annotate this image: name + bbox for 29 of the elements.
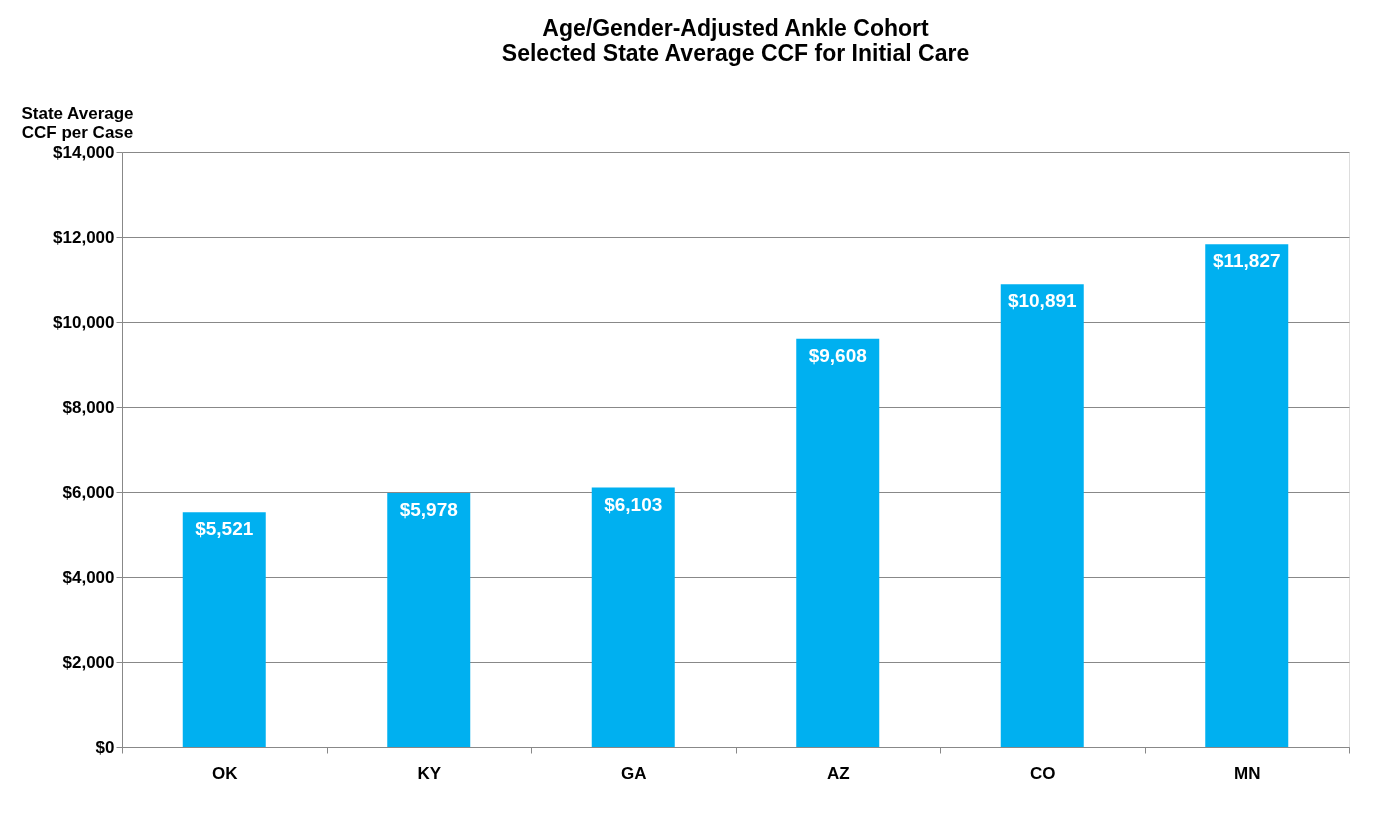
y-tick-label: $2,000: [62, 652, 115, 672]
bar: [796, 338, 880, 747]
y-tick-label: $6,000: [62, 482, 115, 502]
data-label: $10,891: [1007, 290, 1078, 312]
x-tick-label: GA: [621, 763, 647, 783]
data-label: $6,103: [604, 493, 663, 515]
x-tick-label: KY: [417, 763, 442, 783]
x-tick-label: OK: [212, 763, 239, 783]
bar: [591, 487, 675, 747]
y-axis-title: State Average CCF per Case: [21, 103, 134, 142]
y-tick-label: $14,000: [53, 142, 115, 162]
bar: [1205, 244, 1289, 747]
data-label: $9,608: [808, 344, 867, 366]
x-tick-label: MN: [1234, 763, 1261, 783]
text: Selected State Average CCF for Initial Care: [501, 40, 970, 66]
data-label: $5,978: [399, 498, 458, 520]
data-label: $5,521: [195, 518, 254, 540]
bar: [182, 512, 266, 747]
data-label: $11,827: [1212, 250, 1281, 272]
y-tick-label: $4,000: [62, 567, 115, 587]
bar: [387, 492, 471, 747]
x-tick-label: CO: [1030, 763, 1056, 783]
y-tick-label: $0: [95, 737, 115, 757]
x-tick-label: AZ: [826, 763, 850, 783]
bar: [1000, 284, 1084, 747]
y-tick-label: $8,000: [62, 397, 115, 417]
y-tick-label: $10,000: [53, 312, 115, 332]
y-tick-label: $12,000: [53, 227, 115, 247]
text: Age/Gender-Adjusted Ankle Cohort: [542, 15, 929, 41]
